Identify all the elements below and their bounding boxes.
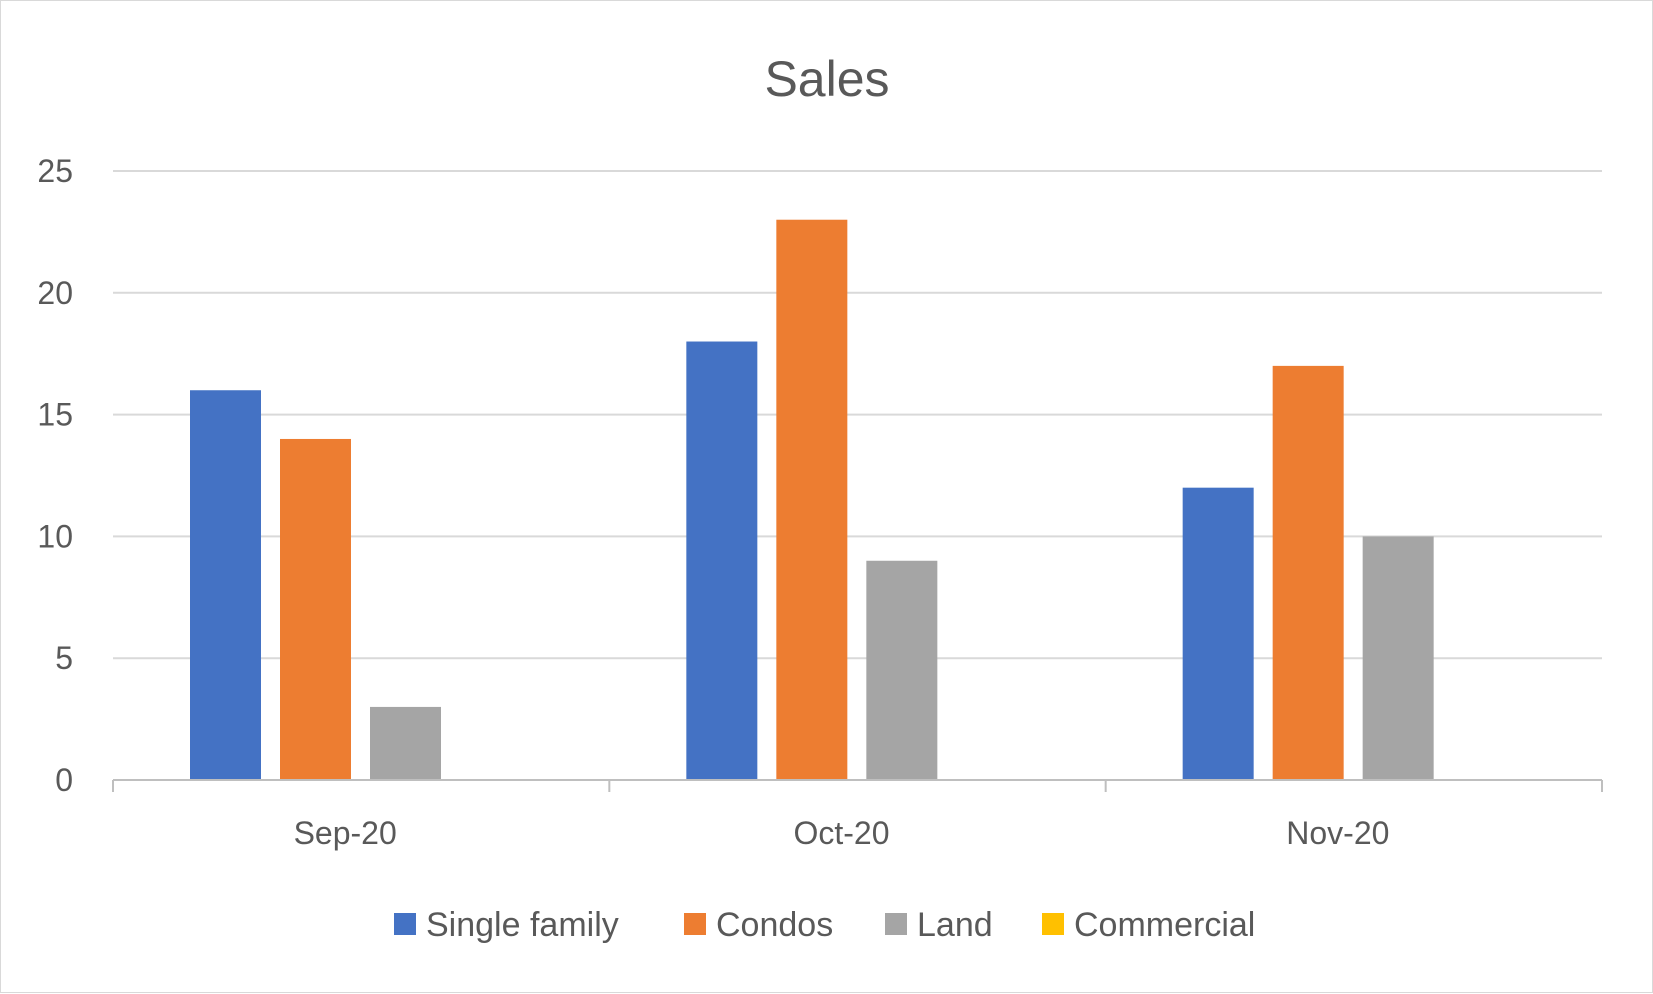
legend-swatch [1042,913,1064,935]
y-tick-label: 20 [37,275,73,311]
legend-swatch [684,913,706,935]
y-tick-label: 25 [37,153,73,189]
chart-title: Sales [764,51,889,107]
y-tick-label: 15 [37,397,73,433]
x-tick-label: Nov-20 [1286,815,1389,851]
y-tick-label: 10 [37,518,73,554]
bar-condos [280,438,351,780]
bar-single-family [1182,487,1254,780]
x-axis: Sep-20 Oct-20 Nov-20 [112,779,1603,851]
bar-land [370,706,441,780]
legend-label: Condos [716,906,833,944]
bar-single-family [686,341,758,780]
legend-label: Commercial [1074,906,1255,944]
bar-condos [1272,365,1344,780]
y-tick-label: 5 [55,640,73,676]
x-tick-label: Oct-20 [793,815,889,851]
y-tick-label: 0 [55,762,73,798]
legend-swatch [394,913,416,935]
bar-land [866,560,938,780]
bars [190,219,1434,781]
gridlines [113,170,1602,660]
bar-land [1362,536,1434,780]
legend: Single family Condos Land Commercial [394,906,1255,944]
legend-label: Land [917,906,993,944]
legend-swatch [885,913,907,935]
legend-label: Single family [426,906,619,944]
bar-condos [776,219,848,781]
bar-single-family [190,390,261,780]
x-tick-label: Sep-20 [294,815,397,851]
y-axis-ticks: 0 5 10 15 20 25 [37,153,73,798]
